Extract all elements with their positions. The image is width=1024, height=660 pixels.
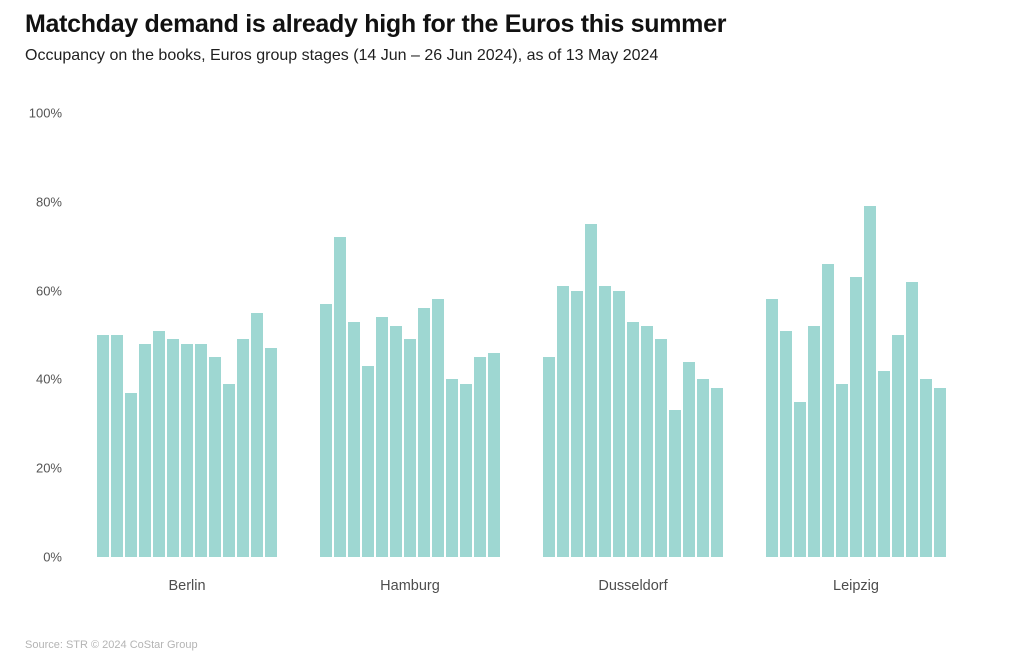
bar	[390, 326, 402, 557]
bar	[223, 383, 235, 557]
bar	[585, 224, 597, 557]
bar	[125, 392, 137, 557]
x-axis-label-leipzig: Leipzig	[833, 578, 879, 594]
bar	[460, 383, 472, 557]
bar	[376, 317, 388, 557]
bar	[850, 277, 862, 557]
source-note: Source: STR © 2024 CoStar Group	[25, 639, 198, 651]
bar	[766, 299, 778, 557]
y-tick-label: 60%	[35, 283, 62, 299]
bar	[836, 383, 848, 557]
bar	[418, 308, 430, 557]
bar	[543, 357, 555, 557]
bar	[571, 290, 583, 557]
bar	[920, 379, 932, 557]
bar	[348, 321, 360, 557]
bar	[251, 312, 263, 557]
bar	[641, 326, 653, 557]
bar	[111, 335, 123, 557]
bar	[822, 263, 834, 557]
bar-group-berlin	[97, 113, 277, 557]
bar-group-leipzig	[766, 113, 946, 557]
bar	[683, 361, 695, 557]
bar	[446, 379, 458, 557]
y-tick-label: 0%	[43, 549, 62, 565]
x-axis-label-berlin: Berlin	[168, 578, 206, 594]
bar	[432, 299, 444, 557]
bar	[906, 281, 918, 557]
bar	[627, 321, 639, 557]
y-tick-label: 80%	[35, 194, 62, 210]
bar	[599, 286, 611, 557]
chart-title: Matchday demand is already high for the …	[25, 10, 727, 38]
bar	[404, 339, 416, 557]
bar	[878, 370, 890, 557]
bar	[808, 326, 820, 557]
chart-subtitle: Occupancy on the books, Euros group stag…	[25, 47, 659, 64]
bar	[362, 366, 374, 557]
bar-group-hamburg	[320, 113, 500, 557]
bar	[711, 388, 723, 557]
bar	[655, 339, 667, 557]
bar	[97, 335, 109, 557]
bar	[320, 303, 332, 557]
y-tick-label: 20%	[35, 460, 62, 476]
bar	[153, 330, 165, 557]
x-axis-label-hamburg: Hamburg	[380, 578, 440, 594]
bar	[794, 401, 806, 557]
bar	[265, 348, 277, 557]
bar	[557, 286, 569, 557]
bar	[237, 339, 249, 557]
bar	[864, 206, 876, 557]
y-tick-label: 100%	[28, 105, 62, 121]
bar	[181, 343, 193, 557]
bar-group-dusseldorf	[543, 113, 723, 557]
bar	[334, 237, 346, 557]
bar	[474, 357, 486, 557]
x-axis-label-dusseldorf: Dusseldorf	[598, 578, 668, 594]
bar	[934, 388, 946, 557]
bar	[488, 352, 500, 557]
bar	[167, 339, 179, 557]
bar	[209, 357, 221, 557]
bar	[613, 290, 625, 557]
bar	[697, 379, 709, 557]
bar	[195, 343, 207, 557]
bar	[892, 335, 904, 557]
bar	[780, 330, 792, 557]
bar	[669, 410, 681, 557]
y-tick-label: 40%	[35, 371, 62, 387]
plot-area	[97, 113, 947, 557]
bar	[139, 343, 151, 557]
